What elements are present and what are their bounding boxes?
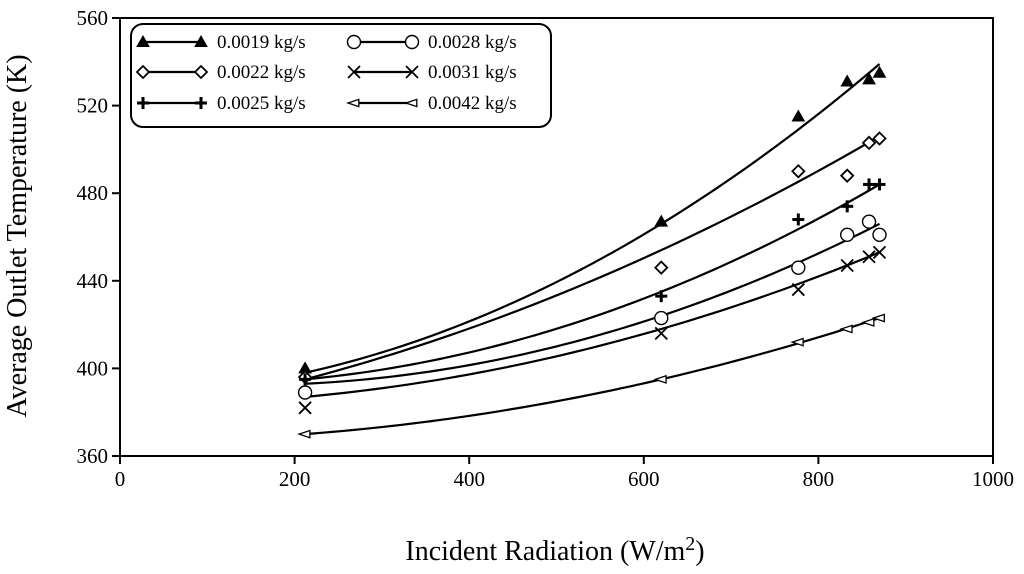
legend-marker [136,34,150,47]
data-point [872,65,887,78]
data-point [654,214,669,227]
legend-marker [137,97,149,109]
legend-label: 0.0022 kg/s [217,62,306,83]
legend-label: 0.0025 kg/s [217,93,306,114]
legend-marker [194,34,208,47]
legend-entry: 0.0022 kg/s [135,62,306,83]
legend-marker [403,98,418,108]
x-tick-label: 800 [803,467,835,491]
data-point [655,290,668,303]
legend-marker [195,97,207,109]
data-point [872,131,887,146]
legend-label: 0.0019 kg/s [217,32,306,53]
legend-entry: 0.0019 kg/s [136,32,306,53]
legend-entry: 0.0042 kg/s [345,93,517,114]
data-point [840,258,854,273]
legend-label: 0.0031 kg/s [428,62,517,83]
y-tick-label: 560 [77,6,109,30]
y-axis-title: Average Outlet Temperature (K) [2,54,33,417]
data-point [862,250,876,264]
data-point [791,109,806,122]
data-point [297,429,311,439]
data-point [862,72,876,85]
data-point [790,337,804,347]
legend-marker [345,98,360,108]
fit-curves [304,63,881,436]
fit-curve-0 [304,63,881,374]
data-point [654,326,668,340]
y-tick-label: 360 [77,444,109,468]
data-point [860,317,875,327]
legend-label: 0.0028 kg/s [428,32,517,53]
data-point [840,74,855,87]
data-points [297,65,887,439]
x-tick-label: 600 [628,467,660,491]
data-point [299,373,312,386]
legend: 0.0019 kg/s 0.0028 kg/s 0.0022 kg/s 0.0031 … [130,23,552,128]
data-point [297,385,313,400]
data-point [872,245,887,259]
legend-marker [346,34,362,50]
data-point [298,401,312,415]
legend-entry: 0.0031 kg/s [347,62,517,83]
legend-label: 0.0042 kg/s [428,93,517,114]
legend-marker [193,64,209,80]
data-point [653,374,667,384]
plot-frame [119,17,994,457]
legend-marker [135,64,151,80]
data-point [873,178,886,191]
legend-marker [404,34,420,50]
fit-curve-4 [304,251,880,398]
y-tick-label: 400 [77,356,109,380]
y-tick-label: 520 [77,94,109,118]
data-point [841,200,854,213]
data-point [861,135,877,151]
legend-box [130,23,552,128]
data-point [839,168,855,183]
data-point [872,227,887,243]
fit-curve-2 [304,183,881,381]
data-point [791,282,805,297]
data-point [654,310,669,326]
data-point [863,178,876,191]
data-point [861,214,877,229]
x-tick-label: 0 [115,467,126,491]
data-point [840,227,855,243]
y-tick-label: 480 [77,181,109,205]
legend-entry: 0.0028 kg/s [346,32,517,53]
fit-curve-5 [304,316,880,436]
data-point [871,313,885,323]
data-point [653,260,669,275]
x-tick-label: 200 [279,467,311,491]
fit-curve-3 [305,222,881,385]
fit-curve-1 [304,135,881,381]
x-tick-label: 400 [453,467,485,491]
legend-entry: 0.0025 kg/s [137,93,306,114]
axis-ticks: 0 200 400 600 800 1000 360 400 440 480 520 560 [77,6,1015,491]
x-tick-label: 1000 [972,467,1014,491]
data-point [791,164,806,179]
y-tick-label: 440 [77,269,109,293]
legend-marker [347,65,361,79]
axes [119,17,994,457]
data-point [791,260,806,275]
legend-marker [405,65,419,79]
data-point [792,213,805,226]
data-point [839,324,853,334]
x-axis-title: Incident Radiation (W/m2) [405,533,704,567]
